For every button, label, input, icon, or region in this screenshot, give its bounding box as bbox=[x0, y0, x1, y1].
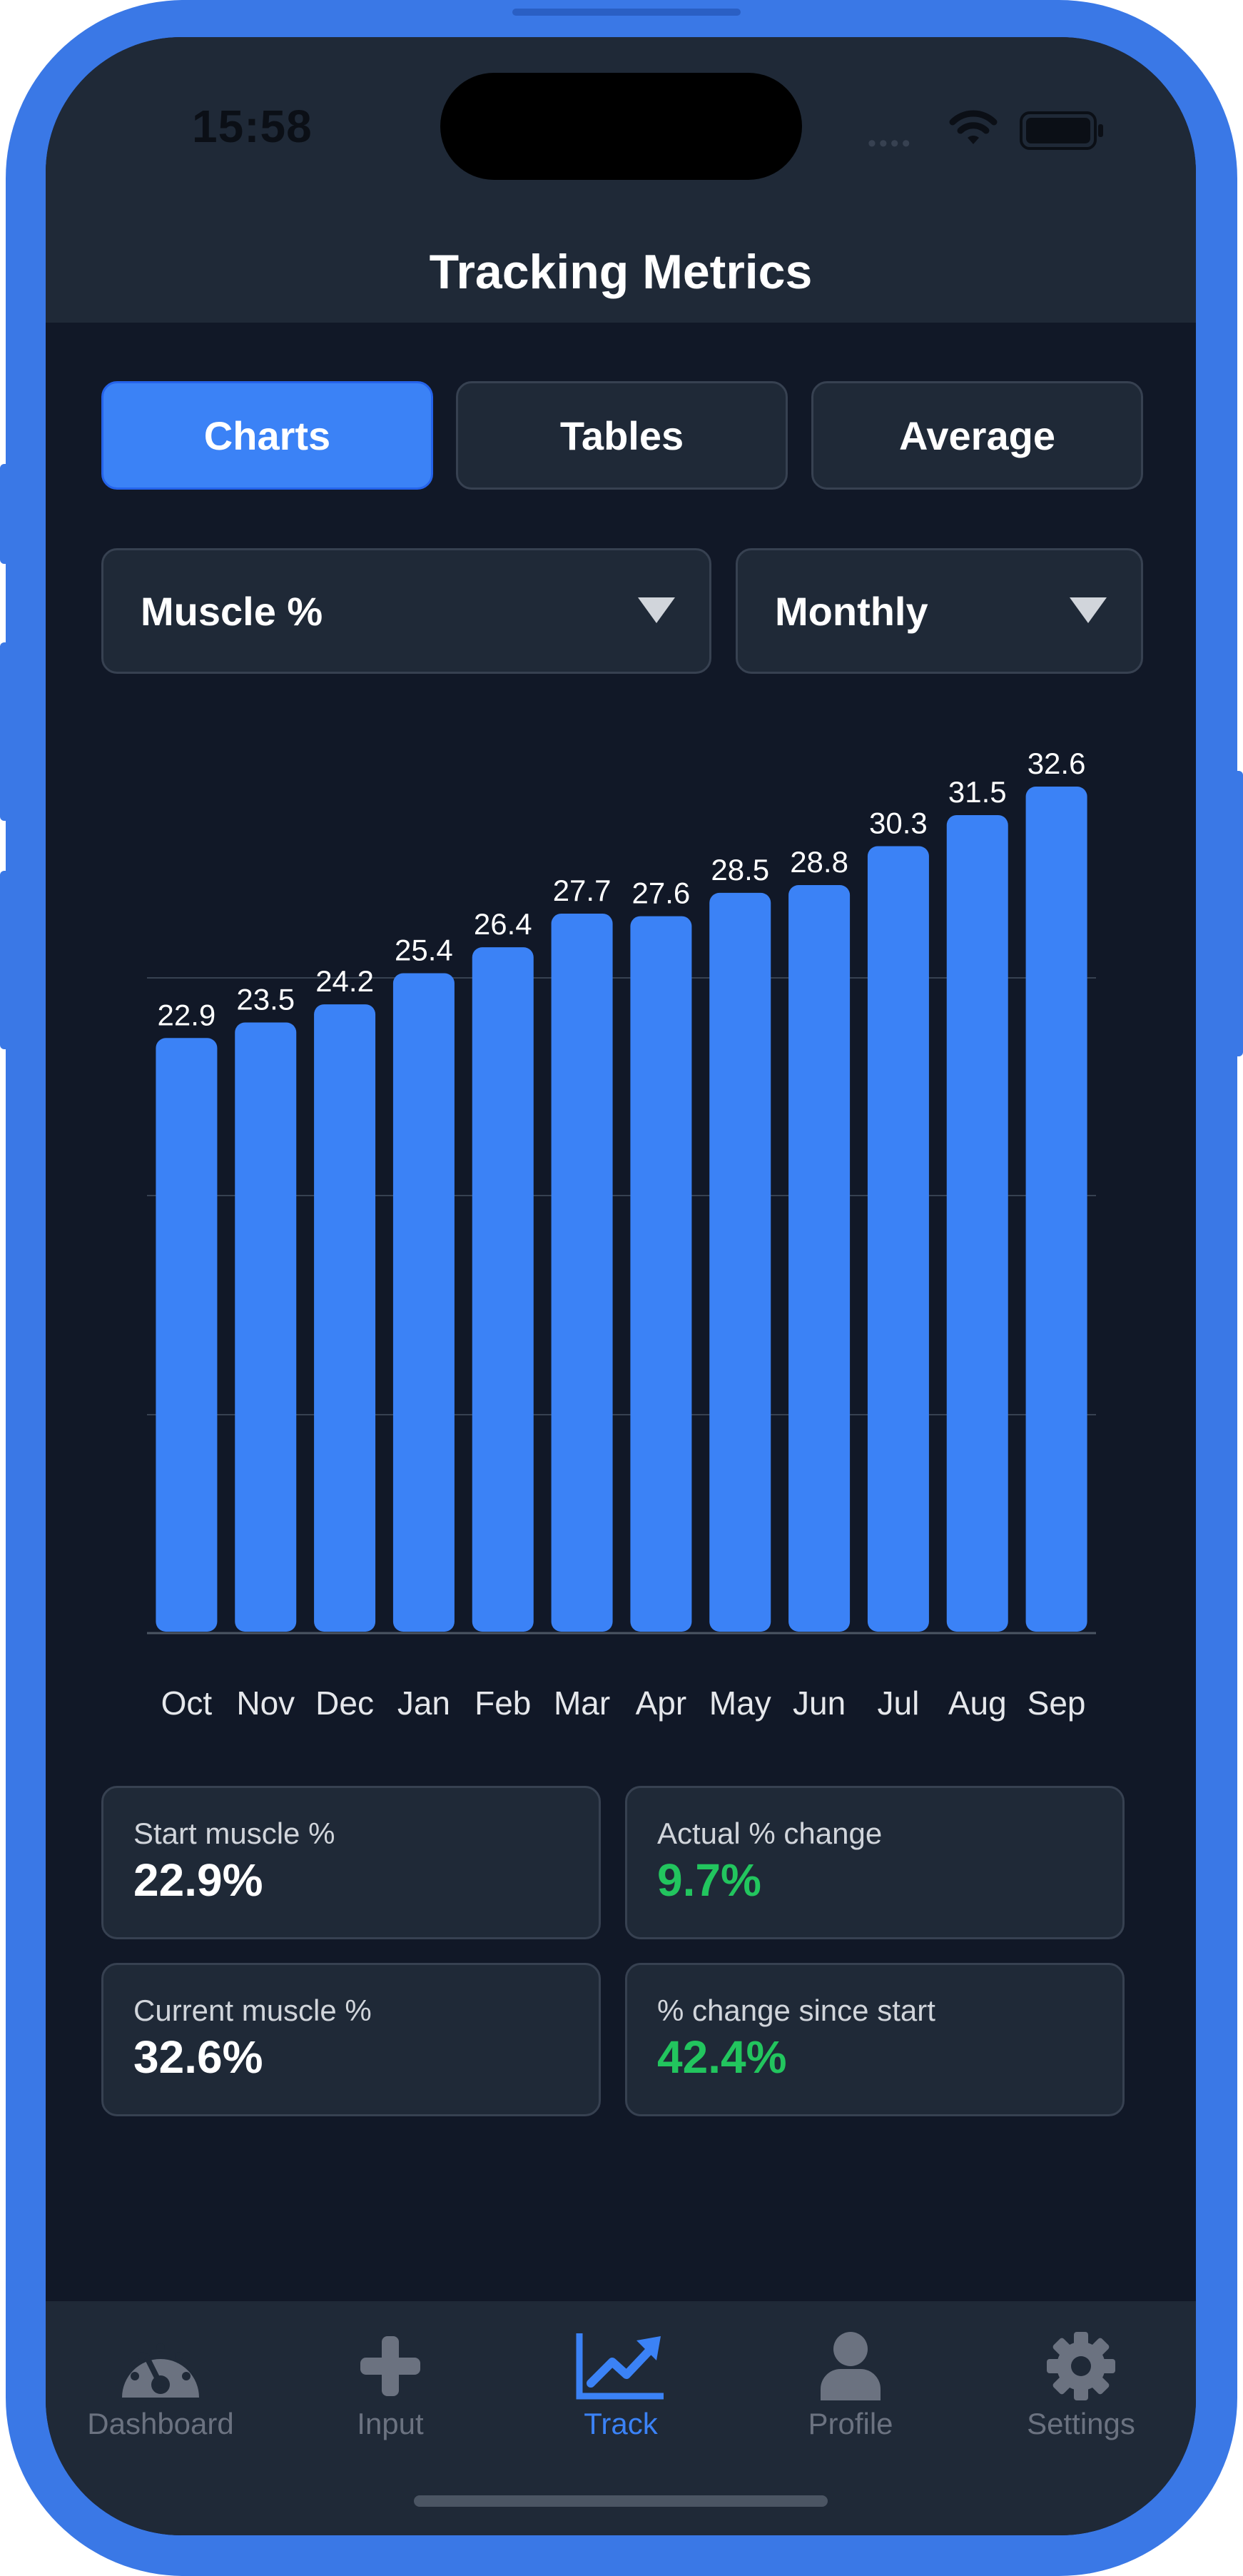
status-time: 15:58 bbox=[192, 101, 313, 152]
nav-input[interactable]: Input bbox=[275, 2301, 505, 2480]
stat-card-percent-change: % change since start 42.4% bbox=[625, 1963, 1125, 2116]
stat-card-current: Current muscle % 32.6% bbox=[101, 1963, 601, 2116]
nav-settings[interactable]: Settings bbox=[966, 2301, 1196, 2480]
side-button bbox=[0, 871, 10, 1049]
stat-label: Current muscle % bbox=[133, 1994, 372, 2027]
chart-bar[interactable] bbox=[551, 913, 613, 1632]
nav-label: Track bbox=[584, 2407, 658, 2440]
user-icon bbox=[821, 2332, 881, 2400]
nav-track[interactable]: Track bbox=[506, 2301, 736, 2480]
stat-label: Actual % change bbox=[657, 1817, 883, 1850]
x-tick-label: Dec bbox=[315, 1684, 374, 1722]
chart-bar[interactable] bbox=[314, 1004, 376, 1632]
chart-bar[interactable] bbox=[867, 846, 929, 1632]
bar-value-label: 30.3 bbox=[869, 807, 928, 840]
chart-bar[interactable] bbox=[472, 947, 534, 1632]
bar-value-label: 28.8 bbox=[790, 845, 848, 879]
period-select[interactable]: Monthly bbox=[736, 548, 1143, 674]
bar-value-label: 28.5 bbox=[711, 853, 769, 887]
stat-label: % change since start bbox=[657, 1994, 935, 2027]
chart-bar[interactable] bbox=[1025, 787, 1087, 1632]
nav-label: Settings bbox=[1027, 2407, 1135, 2440]
stat-value: 22.9% bbox=[133, 1854, 263, 1906]
bar-value-label: 27.6 bbox=[632, 877, 691, 910]
side-button bbox=[0, 642, 10, 821]
chevron-down-icon bbox=[638, 597, 675, 623]
chart-bar[interactable] bbox=[946, 814, 1008, 1632]
chart-bar[interactable] bbox=[630, 916, 692, 1632]
stat-value: 32.6% bbox=[133, 2031, 263, 2083]
gear-icon bbox=[1047, 2332, 1115, 2400]
chart-bar[interactable] bbox=[392, 973, 455, 1632]
x-tick-label: May bbox=[709, 1684, 771, 1722]
metric-select[interactable]: Muscle % bbox=[101, 548, 711, 674]
x-tick-label: Mar bbox=[554, 1684, 610, 1722]
home-indicator bbox=[414, 2495, 828, 2507]
stat-card-start: Start muscle % 22.9% bbox=[101, 1786, 601, 1939]
chart-bar[interactable] bbox=[709, 892, 771, 1632]
chart-bar[interactable] bbox=[235, 1022, 297, 1632]
x-tick-label: Oct bbox=[161, 1684, 213, 1722]
bar-value-label: 24.2 bbox=[315, 964, 374, 998]
stat-label: Start muscle % bbox=[133, 1817, 335, 1850]
chevron-down-icon bbox=[1070, 597, 1107, 623]
metric-select-value: Muscle % bbox=[141, 588, 323, 634]
nav-profile[interactable]: Profile bbox=[736, 2301, 965, 2480]
nav-label: Profile bbox=[808, 2407, 893, 2440]
x-tick-label: Feb bbox=[475, 1684, 531, 1722]
stat-value: 9.7% bbox=[657, 1854, 761, 1906]
phone-top-edge bbox=[512, 9, 741, 16]
x-tick-label: Jun bbox=[793, 1684, 846, 1722]
side-button bbox=[0, 464, 10, 564]
nav-label: Input bbox=[357, 2407, 424, 2440]
nav-label: Dashboard bbox=[87, 2407, 234, 2440]
bar-value-label: 32.6 bbox=[1028, 747, 1086, 780]
trending-chart-icon bbox=[576, 2333, 664, 2400]
page-title: Tracking Metrics bbox=[429, 245, 813, 299]
x-tick-label: Apr bbox=[636, 1684, 687, 1722]
chart-bar[interactable] bbox=[156, 1038, 218, 1632]
battery-icon bbox=[1020, 111, 1103, 150]
bar-value-label: 31.5 bbox=[948, 775, 1007, 809]
x-tick-label: Jan bbox=[397, 1684, 450, 1722]
tab-average[interactable]: Average bbox=[811, 381, 1143, 490]
tab-charts[interactable]: Charts bbox=[101, 381, 433, 490]
dashboard-gauge-icon bbox=[122, 2343, 199, 2398]
nav-dashboard[interactable]: Dashboard bbox=[46, 2301, 275, 2480]
bar-value-label: 27.7 bbox=[553, 874, 612, 907]
period-select-value: Monthly bbox=[775, 588, 928, 634]
app-screen: 15:58 •••• Tracking Metrics Charts Table… bbox=[46, 37, 1196, 2535]
dynamic-island bbox=[440, 73, 802, 180]
tab-tables[interactable]: Tables bbox=[456, 381, 788, 490]
stat-card-actual-change: Actual % change 9.7% bbox=[625, 1786, 1125, 1939]
x-tick-label: Nov bbox=[236, 1684, 295, 1722]
stat-value: 42.4% bbox=[657, 2031, 787, 2083]
bottom-tab-bar: Dashboard Input Track bbox=[46, 2301, 1196, 2535]
bar-value-label: 22.9 bbox=[158, 998, 216, 1031]
chart-canvas: 22.9 Oct 23.5 Nov 24.2 Dec 25.4 Jan 26.4 Feb 27.7 M… bbox=[147, 747, 1096, 1722]
x-tick-label: Jul bbox=[878, 1684, 920, 1722]
bar-value-label: 26.4 bbox=[474, 907, 532, 941]
muscle-bar-chart: 22.9 Oct 23.5 Nov 24.2 Dec 25.4 Jan 26.4 Feb 27.7 M… bbox=[46, 680, 1196, 1750]
bar-value-label: 23.5 bbox=[236, 983, 295, 1016]
signal-icon: •••• bbox=[868, 130, 913, 157]
wifi-icon bbox=[949, 110, 998, 144]
side-button bbox=[1233, 771, 1243, 1056]
plus-icon bbox=[360, 2336, 420, 2396]
chart-bar[interactable] bbox=[788, 885, 851, 1632]
bar-value-label: 25.4 bbox=[395, 933, 453, 966]
header-bar: 15:58 •••• Tracking Metrics bbox=[46, 37, 1196, 323]
x-tick-label: Aug bbox=[948, 1684, 1007, 1722]
x-tick-label: Sep bbox=[1028, 1684, 1086, 1722]
